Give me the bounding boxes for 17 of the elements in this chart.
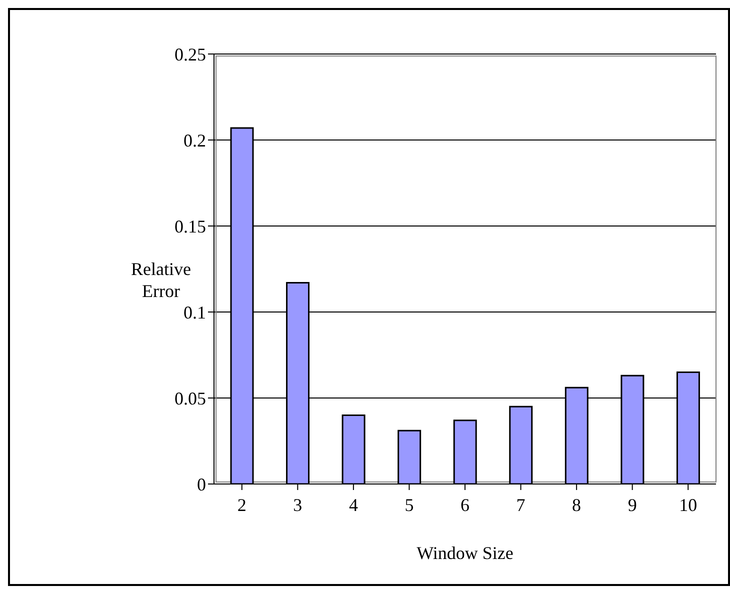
x-tick-label: 9 <box>628 494 637 515</box>
x-tick-label: 2 <box>237 494 246 515</box>
x-tick-label: 6 <box>460 494 470 515</box>
y-axis-title: Relative Error <box>130 258 192 302</box>
x-tick-label: 3 <box>293 494 302 515</box>
x-tick-label: 7 <box>516 494 526 515</box>
y-tick-label: 0.1 <box>184 302 206 322</box>
y-tick-label: 0.25 <box>174 44 206 64</box>
y-tick-label: 0.15 <box>174 216 206 236</box>
x-tick-label: 4 <box>348 494 358 515</box>
x-tick-label: 8 <box>572 494 582 515</box>
y-tick-label: 0.2 <box>184 130 206 150</box>
y-tick-label: 0.05 <box>174 388 206 408</box>
y-tick-label: 0 <box>197 474 206 494</box>
x-tick-label: 5 <box>404 494 414 515</box>
x-axis-title: Window Size <box>416 542 514 563</box>
x-tick-label: 10 <box>679 494 698 515</box>
